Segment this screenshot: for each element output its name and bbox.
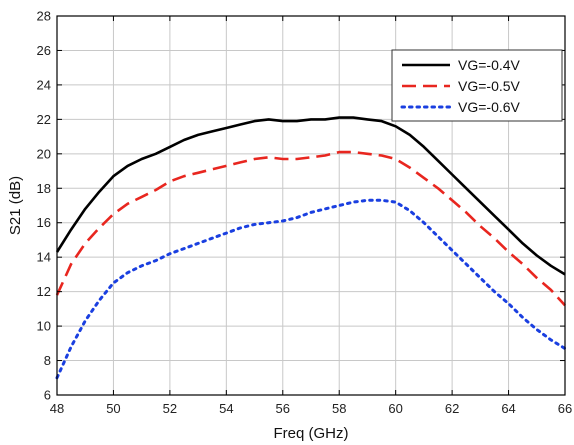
y-tick-label: 16 — [37, 215, 51, 230]
series-line-VG=-0.4V — [55, 116, 566, 276]
y-tick-label: 20 — [37, 146, 51, 161]
series-lines — [55, 116, 567, 380]
x-tick-label: 56 — [276, 401, 290, 416]
y-tick-label: 28 — [37, 9, 51, 24]
x-tick-label: 48 — [50, 401, 64, 416]
legend-label: VG=-0.6V — [458, 99, 521, 115]
x-tick-label: 62 — [445, 401, 459, 416]
series-line-VG=-0.5V — [55, 150, 566, 307]
y-tick-label: 26 — [37, 43, 51, 58]
x-tick-label: 66 — [558, 401, 572, 416]
y-axis-title: S21 (dB) — [7, 176, 24, 235]
x-tick-label: 58 — [332, 401, 346, 416]
y-tick-label: 22 — [37, 112, 51, 127]
x-tick-label: 52 — [163, 401, 177, 416]
x-tick-label: 60 — [388, 401, 402, 416]
x-axis-title: Freq (GHz) — [274, 425, 349, 442]
x-tick-label: 54 — [219, 401, 233, 416]
y-tick-label: 24 — [37, 77, 51, 92]
y-tick-label: 8 — [44, 353, 51, 368]
y-tick-label: 10 — [37, 319, 51, 334]
legend-label: VG=-0.4V — [458, 57, 521, 73]
legend: VG=-0.4V VG=-0.5V VG=-0.6V — [391, 49, 563, 122]
legend-box — [391, 49, 563, 122]
plot-frame — [56, 15, 566, 396]
y-tick-label: 14 — [37, 250, 51, 265]
x-tick-label: 50 — [106, 401, 120, 416]
x-tick-label: 64 — [501, 401, 515, 416]
y-tick-label: 12 — [37, 284, 51, 299]
y-tick-label: 6 — [44, 388, 51, 403]
y-tick-label: 18 — [37, 181, 51, 196]
legend-label: VG=-0.5V — [458, 78, 521, 94]
series-line-VG=-0.6V — [55, 198, 567, 380]
axis-ticks: 48 50 52 54 56 58 60 62 64 6668101214161820222426… — [37, 9, 573, 417]
